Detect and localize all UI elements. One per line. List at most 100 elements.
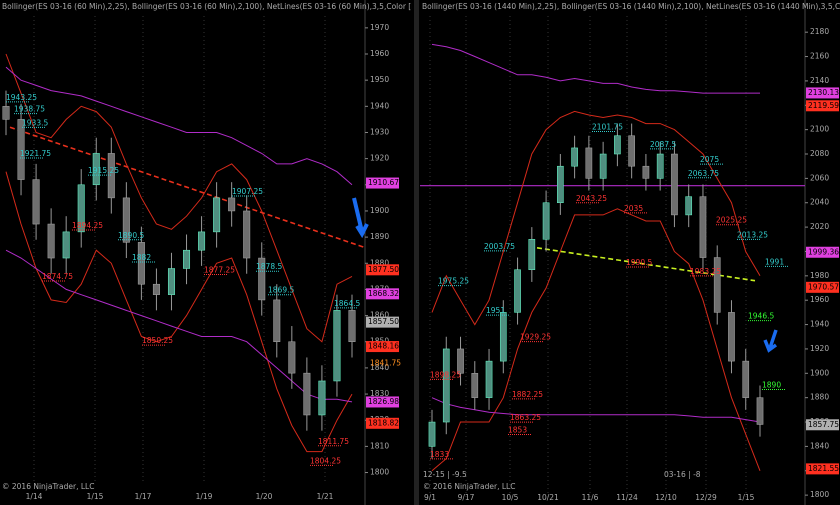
x-tick-label: 11/24 xyxy=(616,493,638,502)
candle-body xyxy=(428,421,436,447)
candle-body xyxy=(471,373,479,398)
y-tick-label: 1940 xyxy=(810,320,829,329)
candle-body xyxy=(642,165,650,179)
candle-body xyxy=(699,196,707,258)
x-tick-label: 9/1 xyxy=(424,493,436,502)
band-line xyxy=(431,208,761,472)
candle-body xyxy=(288,341,296,374)
y-tick-label: 1840 xyxy=(370,363,389,372)
candle-body xyxy=(32,179,40,225)
price-annotation: 1990.5 xyxy=(626,258,652,267)
price-box xyxy=(366,288,399,300)
candle-body xyxy=(656,153,664,179)
candle-body xyxy=(713,257,721,313)
y-tick-label: 2160 xyxy=(810,52,829,61)
footer-text: © 2016 NinjaTrader, LLC xyxy=(423,482,515,491)
price-annotation: 1921.75 xyxy=(20,149,51,158)
y-tick-label: 1960 xyxy=(370,49,389,58)
price-box xyxy=(366,417,399,429)
price-annotation: 1894.25 xyxy=(72,221,103,230)
candle-body xyxy=(17,119,25,180)
price-label: 1857.50 xyxy=(368,317,399,326)
price-label: 1826.98 xyxy=(368,397,399,406)
price-annotation: 1929.25 xyxy=(520,333,551,342)
price-annotation: 2003.75 xyxy=(484,242,515,251)
price-annotation: 2043.25 xyxy=(576,194,607,203)
candle-body xyxy=(183,249,191,269)
price-annotation: 2087.5 xyxy=(650,140,676,149)
price-label: 1910.67 xyxy=(368,178,399,187)
arrow xyxy=(352,197,369,239)
price-annotation: 1811.75 xyxy=(318,437,349,446)
x-tick-label: 1/17 xyxy=(135,492,152,501)
price-annotation: 1951 xyxy=(486,306,505,315)
price-label: 1999.36 xyxy=(808,247,839,256)
x-tick-label: 12/29 xyxy=(695,493,717,502)
y-tick-label: 2180 xyxy=(810,27,829,36)
candle-body xyxy=(273,299,281,342)
y-tick-label: 2100 xyxy=(810,125,829,134)
price-label: 1848.16 xyxy=(368,342,399,351)
candle-body xyxy=(318,380,326,416)
candle-body xyxy=(62,231,70,259)
x-tick-label: 1/19 xyxy=(196,492,213,501)
footer-text: 12-15 | -9.5 xyxy=(423,470,467,479)
trend-line xyxy=(9,126,366,249)
x-tick-label: 1/21 xyxy=(317,492,334,501)
price-label: 1857.75 xyxy=(808,420,839,429)
x-tick-label: 10/21 xyxy=(537,493,559,502)
y-tick-label: 1880 xyxy=(370,258,389,267)
price-annotation: 1869.5 xyxy=(268,286,294,295)
candle-body xyxy=(599,153,607,179)
x-tick-label: 1/15 xyxy=(738,493,755,502)
y-tick-label: 1920 xyxy=(370,154,389,163)
x-tick-label: 1/15 xyxy=(87,492,104,501)
y-tick-label: 1930 xyxy=(370,127,389,136)
price-annotation: 2013.25 xyxy=(737,230,768,239)
candle-body xyxy=(557,165,564,203)
price-annotation: 2101.75 xyxy=(592,123,623,132)
footer-text: 03-16 | -8 xyxy=(664,470,701,479)
panel-title: Bollinger(ES 03-16 (1440 Min),2,25), Bol… xyxy=(422,2,840,11)
price-label: 1868.32 xyxy=(368,289,399,298)
candle-body xyxy=(542,202,550,240)
price-annotation: 1943.25 xyxy=(6,93,37,102)
price-box xyxy=(366,177,399,189)
arrow xyxy=(763,329,778,353)
candle-body xyxy=(198,231,206,251)
candle-body xyxy=(243,210,251,259)
y-tick-label: 2040 xyxy=(810,198,829,207)
x-tick-label: 1/14 xyxy=(26,492,43,501)
y-tick-label: 1940 xyxy=(370,101,389,110)
y-tick-label: 1830 xyxy=(370,389,389,398)
x-tick-label: 9/17 xyxy=(458,493,475,502)
y-tick-label: 1920 xyxy=(810,344,829,353)
candle-body xyxy=(499,312,507,362)
band-line xyxy=(5,171,353,453)
y-tick-label: 1800 xyxy=(370,468,389,477)
price-label: 1877.50 xyxy=(368,265,399,274)
candle-body xyxy=(47,223,55,259)
price-annotation: 1907.25 xyxy=(232,187,263,196)
candle-body xyxy=(348,310,356,342)
price-annotation: 1850.25 xyxy=(142,336,173,345)
y-tick-label: 2140 xyxy=(810,76,829,85)
y-tick-label: 2020 xyxy=(810,222,829,231)
price-annotation: 1882.25 xyxy=(512,390,543,399)
price-annotation: 1882 xyxy=(132,253,151,262)
candle-body xyxy=(571,147,578,167)
price-annotation: 2025.25 xyxy=(716,216,747,225)
candle-body xyxy=(585,147,593,179)
price-annotation: 1890.5 xyxy=(118,231,144,240)
price-annotation: 1983.25 xyxy=(690,267,721,276)
candle-body xyxy=(92,153,100,186)
band-line xyxy=(5,66,353,186)
price-box xyxy=(806,87,839,99)
x-tick-label: 1/20 xyxy=(256,492,273,501)
candle-body xyxy=(514,269,521,313)
y-tick-label: 1970 xyxy=(370,23,389,32)
price-box xyxy=(806,419,839,431)
price-annotation: 1946.5 xyxy=(748,312,774,321)
